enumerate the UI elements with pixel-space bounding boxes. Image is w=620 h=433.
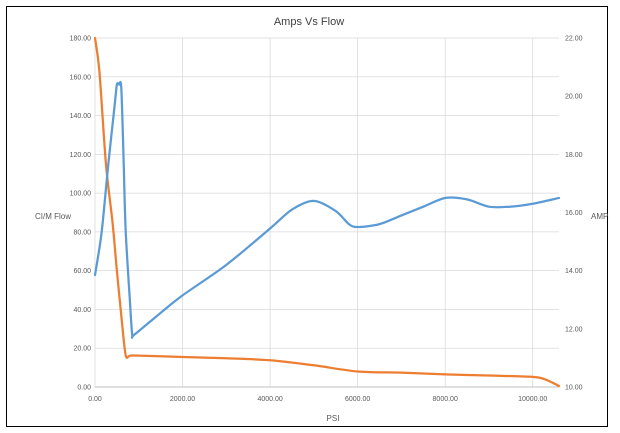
y-tick-label: 180.00	[70, 36, 92, 43]
y-tick-label: 20.00	[73, 346, 91, 353]
gridlines	[94, 37, 559, 388]
y-tick-label: 140.00	[70, 113, 92, 120]
y-tick-label: 100.00	[70, 191, 92, 198]
tick-labels: 0.00 20.00 40.00 60.00 80.00 100.00 120.00 140.…	[70, 36, 583, 404]
y-tick-label: 60.00	[73, 268, 91, 275]
y-tick-label: 0.00	[77, 385, 91, 392]
x-tick-label: 8000.00	[433, 396, 458, 403]
x-tick-label: 10000.00	[518, 396, 547, 403]
y2-tick-label: 10.00	[565, 385, 583, 392]
x-tick-label: 6000.00	[345, 396, 370, 403]
amps-series-line	[93, 80, 561, 339]
chart-title: Amps Vs Flow	[274, 16, 344, 28]
y-tick-label: 160.00	[70, 74, 92, 81]
y2-tick-label: 16.00	[565, 210, 583, 217]
y-tick-label: 120.00	[70, 152, 92, 159]
amps-vs-flow-chart: 0.00 20.00 40.00 60.00 80.00 100.00 120.00 140.…	[35, 16, 609, 423]
x-tick-label: 4000.00	[257, 396, 282, 403]
y2-tick-label: 12.00	[565, 326, 583, 333]
x-axis-title: PSI	[327, 414, 340, 423]
flow-series-line	[93, 36, 561, 388]
y-axis-title: CI/M Flow	[35, 212, 71, 221]
y2-tick-label: 20.00	[565, 94, 583, 101]
x-tick-label: 0.00	[88, 396, 102, 403]
y2-tick-label: 18.00	[565, 152, 583, 159]
y-tick-label: 80.00	[73, 229, 91, 236]
y-tick-label: 40.00	[73, 307, 91, 314]
y2-tick-label: 22.00	[565, 36, 583, 43]
chart-frame: 0.00 20.00 40.00 60.00 80.00 100.00 120.00 140.…	[6, 6, 609, 427]
x-tick-label: 2000.00	[170, 396, 195, 403]
y2-tick-label: 14.00	[565, 268, 583, 275]
series-lines	[93, 36, 561, 388]
y2-axis-title: AMPS	[591, 212, 609, 221]
